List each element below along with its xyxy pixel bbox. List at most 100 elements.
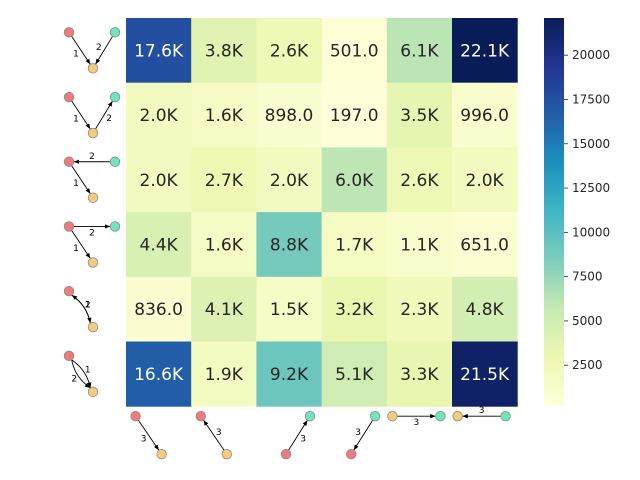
cell-label-r5-c0: 16.6K <box>134 365 184 385</box>
row-motif-5-edge-label-0: 2 <box>71 374 77 384</box>
colorbar-tick-label-0: 2500 <box>572 358 603 372</box>
cell-label-r2-c3: 6.0K <box>335 171 374 191</box>
cell-label-r1-c1: 1.6K <box>205 106 244 126</box>
col-motif-2-edge-label-0: 3 <box>300 434 306 444</box>
row-motif-1-edge-label-0: 2 <box>106 114 112 124</box>
row-motif-5-edge-1 <box>71 359 92 388</box>
row-motif-2-edge-1 <box>71 165 91 195</box>
row-motif-4-edge-1 <box>71 294 92 324</box>
colorbar-tick-label-4: 12500 <box>572 181 610 195</box>
colorbar-gradient <box>544 18 564 406</box>
col-motif-1-node-ba <box>221 449 233 460</box>
cell-label-r0-c5: 22.1K <box>460 41 510 61</box>
heatmap-cell-r0-c2 <box>256 18 323 84</box>
heatmap-cells: 17.6K 3.8K 2.6K 501.0 6.1K 22.1K 2.0K 1.6K 898.0… <box>126 18 518 407</box>
colorbar-tick-label-3: 10000 <box>572 225 610 239</box>
col-motif-5-node-ca <box>500 411 511 422</box>
heatmap-cell-r4-c3 <box>321 276 388 342</box>
row-motif-4-edge-label-0: 2 <box>85 301 91 311</box>
heatmap-cell-r2-c2 <box>256 147 323 213</box>
col-motif-1-edge-0 <box>203 419 225 451</box>
row-motif-1-node-ca <box>109 91 121 103</box>
heatmap-cell-r1-c4 <box>386 82 453 148</box>
col-motif-4-node-ca <box>435 411 446 422</box>
col-motif-4-node-ba <box>387 411 398 422</box>
row-motif-5-edge-label-1: 1 <box>85 365 91 375</box>
cell-label-r0-c1: 3.8K <box>205 41 244 61</box>
colorbar-ticks: 2500 5000 7500 10000 12500 15000 17500 20000 <box>564 48 610 372</box>
col-motif-5-node-ba <box>452 411 463 422</box>
cell-label-r1-c2: 898.0 <box>265 106 314 126</box>
row-motif-0-node-ca <box>109 27 121 38</box>
row-motif-1-node-aa <box>63 91 75 103</box>
cell-label-r3-c0: 4.4K <box>140 235 179 255</box>
heatmap-cell-r4-c5 <box>452 276 518 342</box>
heatmap-cell-r1-c3 <box>321 82 388 148</box>
cell-label-r2-c2: 2.0K <box>270 171 309 191</box>
row-motif-0-node-aa <box>63 27 75 38</box>
row-motif-0-edge-0 <box>95 36 113 65</box>
heatmap-cell-r1-c1 <box>191 82 257 148</box>
col-motif-4-edge-label-0: 3 <box>414 418 420 428</box>
heatmap-cell-r5-c5 <box>452 341 518 407</box>
heatmap-cell-r0-c1 <box>191 18 257 84</box>
row-motif-2-edge-label-1: 1 <box>73 179 79 189</box>
heatmap-cell-r2-c5 <box>452 147 518 213</box>
col-motif-2-node-ca <box>304 411 316 422</box>
cell-label-r2-c4: 2.6K <box>400 171 439 191</box>
row-motif-1-edge-label-1: 1 <box>73 114 79 124</box>
row-motif-0-node-ba <box>87 63 99 74</box>
cell-label-r5-c1: 1.9K <box>205 365 244 385</box>
col-motif-3: 3 <box>346 411 381 460</box>
heatmap-cell-r4-c2 <box>256 276 323 342</box>
heatmap-cell-r1-c5 <box>452 82 518 148</box>
row-motif-3-edge-label-0: 2 <box>89 228 95 238</box>
col-motif-0-edge-label-0: 3 <box>141 435 147 445</box>
colorbar-tick-label-5: 15000 <box>572 137 610 151</box>
heatmap-cell-r0-c0 <box>126 18 192 84</box>
heatmap-cell-r2-c4 <box>386 147 453 213</box>
row-motif-4: 21 <box>63 285 99 333</box>
heatmap-cell-r5-c2 <box>256 341 323 407</box>
row-motif-4-edge-label-1: 1 <box>85 301 91 311</box>
row-motif-0-edge-1 <box>71 36 91 65</box>
row-motif-4-node-aa <box>63 285 75 297</box>
col-motif-2-edge-0 <box>288 420 308 451</box>
col-motif-0-edge-0 <box>137 419 160 451</box>
cell-label-r4-c4: 2.3K <box>400 300 439 320</box>
heatmap-cell-r3-c2 <box>256 212 323 278</box>
heatmap-cell-r0-c4 <box>386 18 453 84</box>
heatmap-cell-r3-c3 <box>321 212 388 278</box>
row-motif-4-node-ba <box>87 321 99 333</box>
heatmap-cell-r4-c0 <box>126 276 192 342</box>
cell-label-r5-c3: 5.1K <box>335 365 374 385</box>
cell-label-r1-c0: 2.0K <box>140 106 179 126</box>
heatmap-cell-r5-c4 <box>386 341 453 407</box>
heatmap-cell-r3-c5 <box>452 212 518 278</box>
cell-label-r0-c4: 6.1K <box>400 41 439 61</box>
cell-label-r4-c5: 4.8K <box>466 300 505 320</box>
cell-label-r3-c4: 1.1K <box>400 235 439 255</box>
row-motif-0: 21 <box>63 27 121 74</box>
heatmap-cell-r3-c0 <box>126 212 192 278</box>
row-motif-0-edge-label-1: 1 <box>73 50 79 60</box>
col-motif-1-node-aa <box>195 411 207 422</box>
col-motif-3-node-aa <box>346 449 357 460</box>
heatmap-cell-r5-c1 <box>191 341 257 407</box>
row-motif-1: 21 <box>63 91 121 139</box>
row-motif-1-edge-1 <box>71 100 91 130</box>
cell-label-r1-c3: 197.0 <box>330 106 379 126</box>
heatmap-cell-r2-c1 <box>191 147 257 213</box>
row-motif-1-node-ba <box>87 127 99 139</box>
heatmap-cell-r1-c0 <box>126 82 192 148</box>
heatmap-cell-r0-c3 <box>321 18 388 84</box>
col-motif-axis: 3 3 3 3 3 3 <box>130 406 511 460</box>
row-motif-0-edge-label-0: 2 <box>96 43 102 53</box>
col-motif-2-node-aa <box>280 449 292 460</box>
cell-label-r2-c1: 2.7K <box>205 171 244 191</box>
cell-label-r1-c4: 3.5K <box>400 106 439 126</box>
cell-label-r0-c2: 2.6K <box>270 41 309 61</box>
row-motif-5-node-ba <box>87 386 99 398</box>
col-motif-2: 3 <box>280 411 316 460</box>
